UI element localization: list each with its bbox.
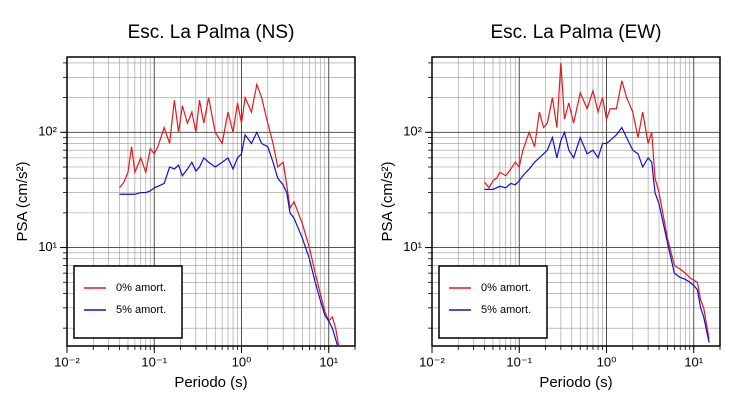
plot-frame [431, 56, 721, 347]
legend-label: 0% amort. [481, 282, 531, 294]
series-line [484, 62, 710, 340]
y-tick-label: 10² [403, 124, 422, 139]
chart-title: Esc. La Palma (EW) [490, 22, 661, 43]
panel: 10⁻² 10⁻¹ 10⁰ 10¹ 10¹ 10² Esc. La Palma (NS) Pe… [14, 22, 356, 391]
y-axis-label: PSA (cm/s²) [14, 161, 31, 241]
legend-label: 5% amort. [481, 304, 531, 316]
x-axis-label: Periodo (s) [539, 374, 612, 391]
x-tick-label: 10⁻² [54, 354, 80, 369]
legend-label: 5% amort. [116, 304, 166, 316]
legend-box [73, 265, 183, 339]
y-axis-label: PSA (cm/s²) [379, 161, 396, 241]
x-tick-label: 10⁰ [597, 354, 617, 369]
legend-box [438, 265, 548, 339]
x-tick-label: 10¹ [684, 354, 703, 369]
y-tick-label: 10¹ [38, 239, 57, 254]
y-tick-label: 10² [38, 124, 57, 139]
x-tick-label: 10⁻² [419, 354, 445, 369]
series-line [119, 82, 340, 346]
legend-label: 0% amort. [116, 282, 166, 294]
x-axis-label: Periodo (s) [174, 374, 247, 391]
x-tick-label: 10⁻¹ [506, 354, 532, 369]
y-tick-label: 10¹ [403, 239, 422, 254]
series-line [119, 130, 339, 346]
series-line [484, 126, 710, 343]
chart-title: Esc. La Palma (NS) [128, 22, 295, 43]
x-tick-label: 10⁻¹ [141, 354, 167, 369]
plot-frame [66, 56, 356, 347]
x-tick-label: 10¹ [319, 354, 338, 369]
panel: 10⁻² 10⁻¹ 10⁰ 10¹ 10¹ 10² Esc. La Palma (EW) Pe… [379, 22, 721, 391]
x-tick-label: 10⁰ [232, 354, 252, 369]
